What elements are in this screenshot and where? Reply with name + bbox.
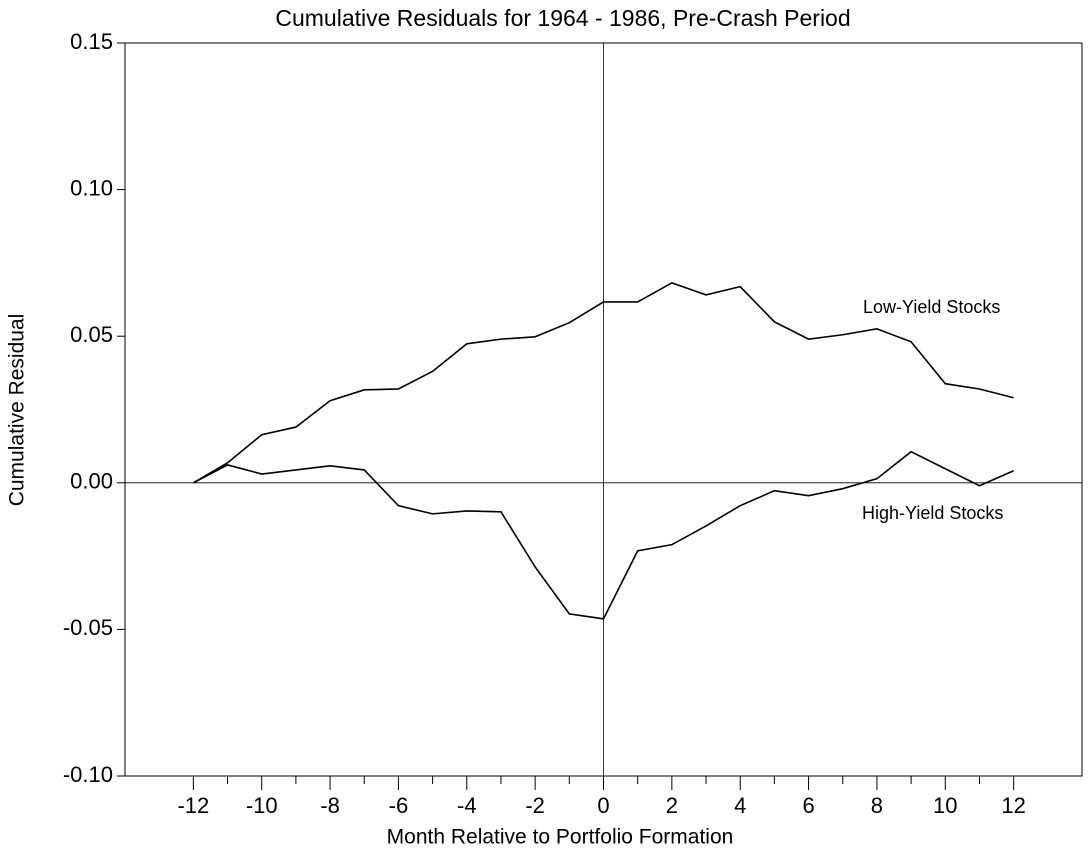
x-tick-label: 10 bbox=[933, 793, 957, 818]
y-tick-label: 0.00 bbox=[70, 469, 113, 494]
series-line bbox=[192, 450, 1014, 620]
series-label: High-Yield Stocks bbox=[862, 503, 1003, 523]
x-tick-label: -2 bbox=[525, 793, 545, 818]
x-tick-label: -8 bbox=[320, 793, 340, 818]
x-tick-label: -10 bbox=[246, 793, 278, 818]
chart-title: Cumulative Residuals for 1964 - 1986, Pr… bbox=[275, 5, 850, 31]
x-tick-label: 8 bbox=[871, 793, 883, 818]
y-tick-label: 0.05 bbox=[70, 322, 113, 347]
x-tick-label: 0 bbox=[597, 793, 609, 818]
x-tick-label: -12 bbox=[177, 793, 209, 818]
series-line bbox=[192, 281, 1014, 484]
x-axis-label: Month Relative to Portfolio Formation bbox=[387, 826, 734, 849]
x-tick-label: -4 bbox=[457, 793, 477, 818]
x-tick-label: 6 bbox=[802, 793, 814, 818]
series-label: Low-Yield Stocks bbox=[863, 297, 1000, 317]
y-tick-label: -0.05 bbox=[63, 615, 113, 640]
y-tick-label: 0.15 bbox=[70, 29, 113, 54]
x-tick-label: -6 bbox=[389, 793, 409, 818]
y-axis-label: Cumulative Residual bbox=[6, 314, 29, 507]
x-tick-label: 12 bbox=[1001, 793, 1025, 818]
y-tick-label: 0.10 bbox=[70, 175, 113, 200]
y-tick-label: -0.10 bbox=[63, 762, 113, 787]
x-tick-label: 2 bbox=[666, 793, 678, 818]
x-tick-label: 4 bbox=[734, 793, 746, 818]
